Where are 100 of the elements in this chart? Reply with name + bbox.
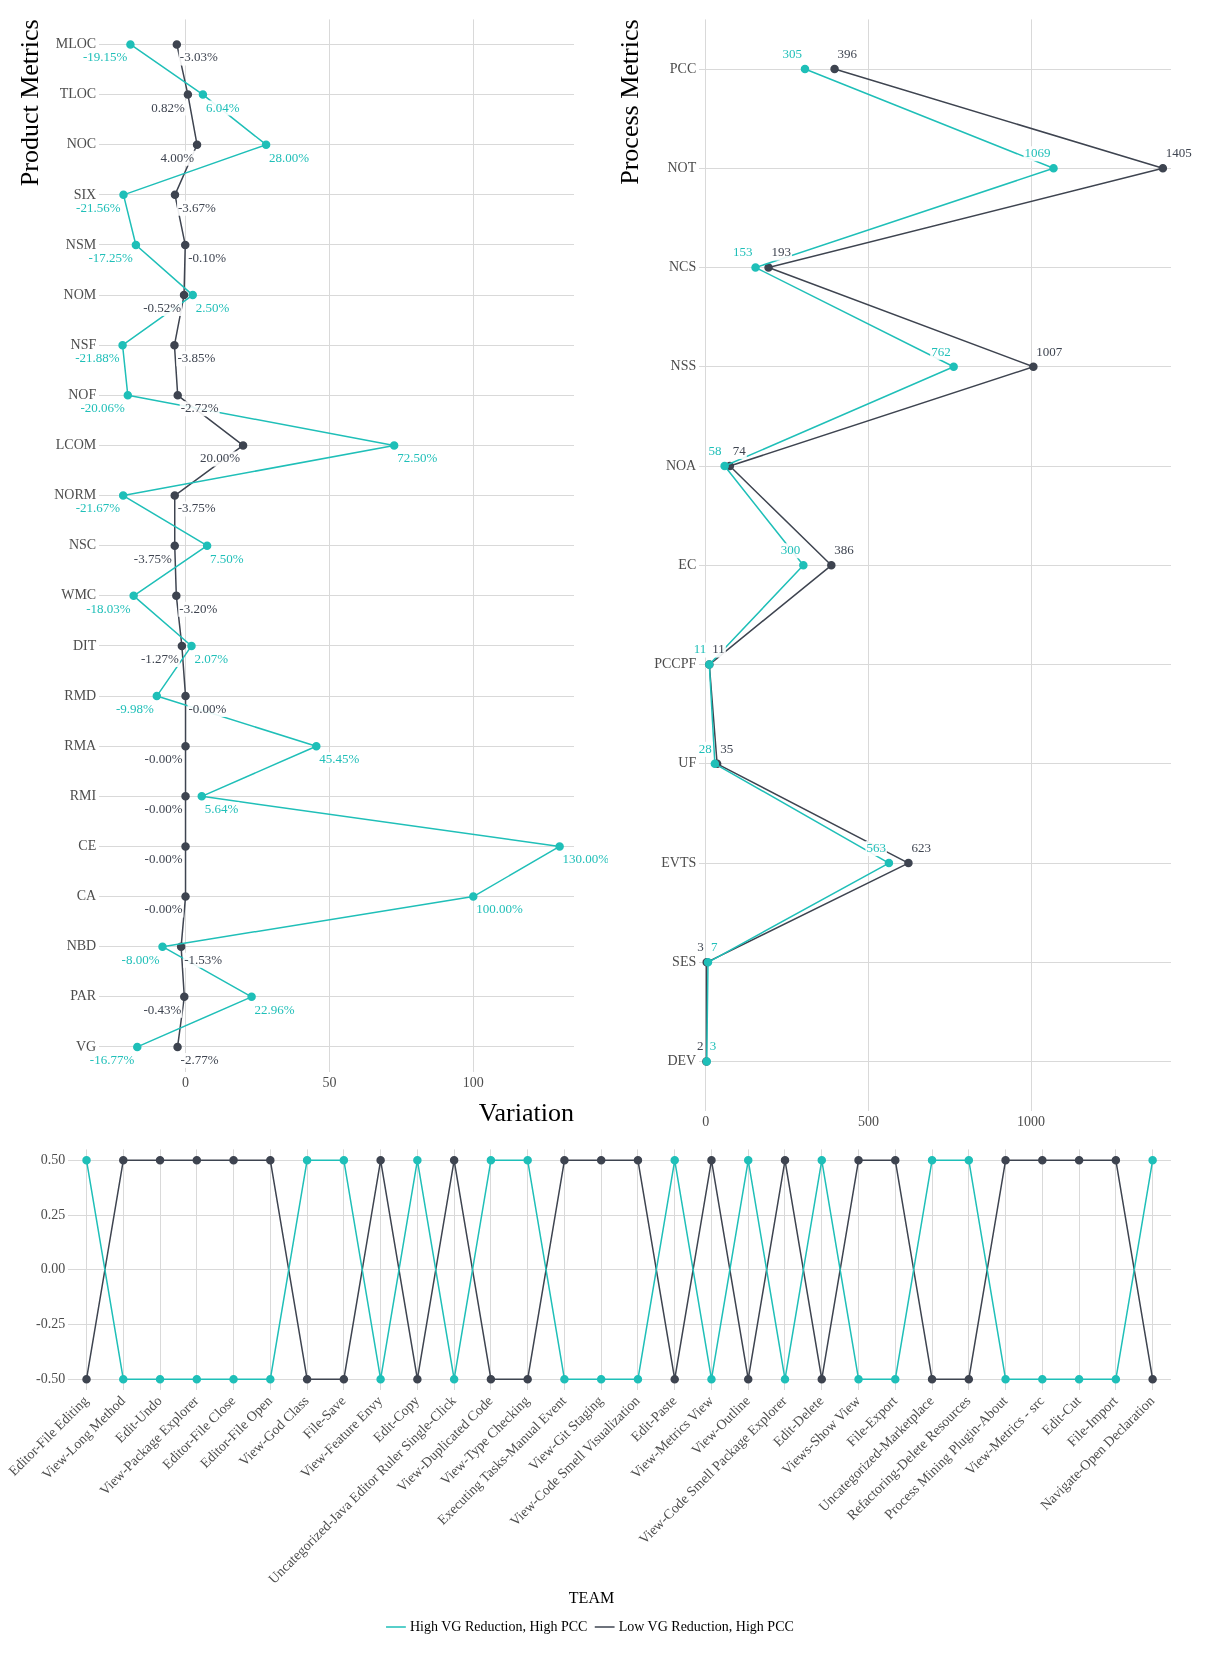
data-label: 28.00% (269, 149, 310, 165)
point (170, 491, 179, 500)
data-label: -8.00% (121, 951, 160, 967)
point (181, 741, 190, 751)
data-label: 4.00% (160, 149, 195, 165)
point (904, 858, 913, 868)
point (177, 641, 187, 651)
data-label: -2.77% (180, 1051, 219, 1067)
data-label: 20.00% (200, 450, 241, 466)
point (129, 591, 138, 601)
point (170, 541, 179, 550)
point (197, 792, 207, 801)
point (152, 691, 162, 701)
data-label: -0.10% (188, 249, 227, 265)
point (312, 741, 321, 751)
data-label: -0.43% (143, 1001, 182, 1017)
data-label: 100.00% (476, 901, 524, 917)
point (126, 40, 135, 49)
data-label: 305 (782, 45, 802, 61)
point (133, 1042, 142, 1052)
data-label: -21.88% (75, 350, 120, 366)
y-tick-label: DEV (667, 1053, 697, 1069)
data-label: 35 (720, 740, 734, 756)
y-tick-label: PCCPF (654, 656, 697, 672)
data-label: 0.82% (151, 99, 186, 115)
legend-label: High VG Reduction, High PCC (409, 1618, 588, 1634)
y-tick-label: DIT (72, 637, 97, 653)
data-label: -19.15% (83, 49, 128, 65)
data-label: 623 (911, 839, 931, 855)
data-label: 7.50% (210, 550, 244, 566)
data-label: -3.75% (133, 550, 172, 566)
data-label: -21.67% (75, 500, 121, 516)
point (188, 290, 197, 300)
point (183, 90, 193, 99)
x-axis-title: Variation (478, 1098, 574, 1128)
data-label: -20.06% (80, 400, 125, 416)
y-tick-label: MLOC (55, 36, 97, 52)
y-axis-title: Product Metrics (15, 19, 45, 187)
y-tick-label: -0.25 (35, 1316, 66, 1332)
y-tick-label: NOM (63, 286, 97, 302)
data-label: 6.04% (205, 99, 240, 115)
y-tick-label: NBD (66, 938, 97, 954)
data-label: 2.07% (194, 650, 229, 666)
point (118, 491, 128, 500)
point (179, 290, 189, 300)
data-label: -3.20% (179, 600, 218, 616)
y-tick-label: CE (78, 838, 97, 854)
point (720, 461, 729, 471)
data-label: 2.50% (195, 300, 230, 315)
point (187, 641, 196, 651)
data-label: -0.52% (143, 300, 182, 315)
y-tick-label: 0.50 (40, 1152, 66, 1168)
data-label: 130.00% (562, 851, 610, 867)
point (131, 240, 141, 250)
data-label: 3 (709, 1038, 717, 1054)
point (238, 441, 248, 450)
point (764, 263, 773, 272)
data-label: -2.72% (180, 400, 219, 416)
point (181, 240, 190, 250)
data-label: -16.77% (89, 1051, 135, 1067)
point (751, 263, 760, 272)
data-label: -0.00% (144, 901, 183, 917)
data-label: -3.85% (177, 350, 216, 366)
data-label: 22.96% (254, 1001, 295, 1017)
data-label: 2 (696, 1038, 704, 1054)
data-label: -3.03% (179, 49, 218, 65)
x-tick-label: 1000 (1017, 1114, 1046, 1130)
point (118, 340, 127, 350)
x-tick-label: 500 (857, 1114, 879, 1130)
data-label: -9.98% (115, 700, 154, 716)
data-label: 396 (837, 45, 858, 61)
point (827, 561, 836, 570)
point (1158, 164, 1168, 173)
data-label: -0.00% (144, 751, 183, 767)
data-label: -1.27% (140, 650, 180, 666)
y-tick-label: LCOM (55, 437, 97, 453)
point (181, 892, 190, 901)
data-label: 193 (771, 244, 792, 260)
data-label: 5.64% (204, 801, 239, 817)
data-label: 72.50% (397, 450, 438, 466)
point (1049, 164, 1058, 173)
data-label: -3.75% (177, 500, 216, 516)
point (830, 64, 839, 74)
data-label: -0.00% (144, 851, 183, 867)
y-tick-label: SIX (73, 186, 97, 202)
y-tick-label: NOT (667, 159, 697, 175)
data-label: 74 (732, 442, 747, 458)
y-tick-label: NORM (54, 487, 97, 503)
data-label: -1.53% (184, 951, 223, 967)
point (800, 64, 810, 74)
point (799, 561, 808, 570)
point (170, 340, 179, 350)
data-label: 153 (733, 244, 753, 260)
point (181, 792, 190, 801)
data-label: 762 (931, 343, 951, 359)
data-label: 386 (834, 542, 855, 558)
y-tick-label: NCS (669, 259, 697, 275)
x-tick-label: 50 (322, 1075, 337, 1091)
point (173, 391, 182, 400)
data-label: -17.25% (88, 249, 134, 265)
